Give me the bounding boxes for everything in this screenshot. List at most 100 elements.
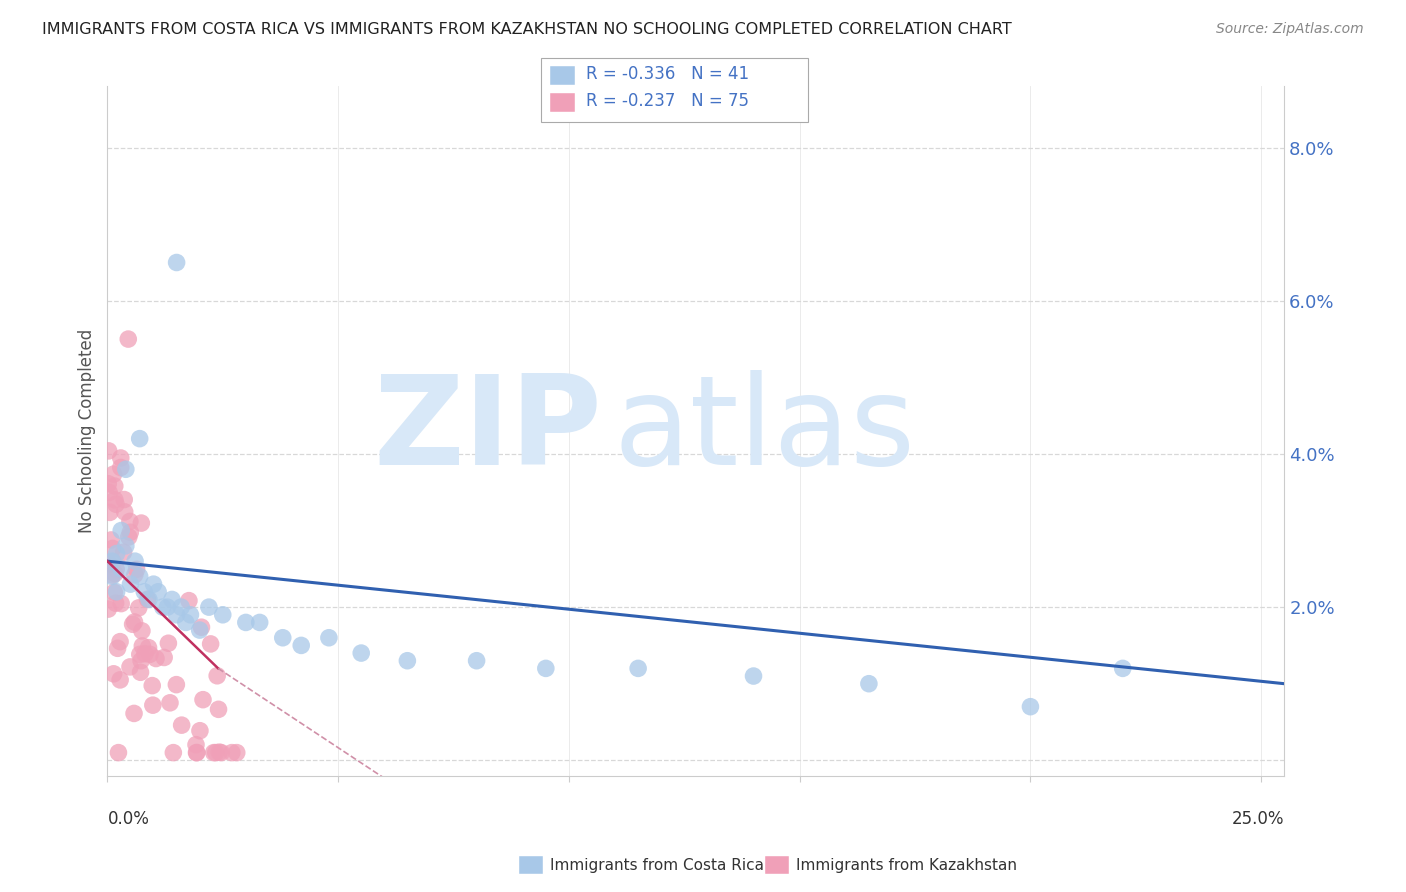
Immigrants from Costa Rica: [318, 631, 340, 645]
Immigrants from Kazakhstan: [110, 597, 132, 611]
Immigrants from Kazakhstan: [188, 723, 211, 738]
Immigrants from Costa Rica: [271, 631, 294, 645]
Immigrants from Kazakhstan: [186, 746, 208, 760]
Immigrants from Costa Rica: [290, 639, 312, 653]
Immigrants from Kazakhstan: [117, 332, 139, 346]
Immigrants from Kazakhstan: [118, 660, 141, 674]
Immigrants from Costa Rica: [858, 676, 880, 690]
Immigrants from Kazakhstan: [97, 443, 120, 458]
Immigrants from Kazakhstan: [112, 545, 135, 559]
Immigrants from Kazakhstan: [134, 647, 156, 661]
Immigrants from Kazakhstan: [184, 738, 207, 752]
Immigrants from Kazakhstan: [98, 557, 121, 571]
Immigrants from Kazakhstan: [107, 746, 129, 760]
Immigrants from Kazakhstan: [190, 620, 212, 634]
Immigrants from Costa Rica: [120, 577, 142, 591]
Immigrants from Kazakhstan: [110, 460, 132, 475]
Immigrants from Costa Rica: [465, 654, 488, 668]
Immigrants from Kazakhstan: [104, 566, 127, 581]
Text: ZIP: ZIP: [373, 370, 602, 491]
Immigrants from Kazakhstan: [104, 497, 127, 511]
Immigrants from Kazakhstan: [202, 746, 225, 760]
Immigrants from Kazakhstan: [205, 669, 228, 683]
Immigrants from Costa Rica: [105, 584, 128, 599]
Immigrants from Kazakhstan: [121, 617, 143, 632]
Immigrants from Kazakhstan: [138, 640, 160, 655]
Immigrants from Costa Rica: [534, 661, 557, 675]
Immigrants from Kazakhstan: [129, 665, 152, 680]
Immigrants from Costa Rica: [174, 615, 197, 630]
Immigrants from Kazakhstan: [225, 746, 247, 760]
Immigrants from Costa Rica: [166, 255, 188, 269]
Immigrants from Kazakhstan: [131, 639, 153, 653]
Text: 25.0%: 25.0%: [1232, 810, 1284, 828]
Immigrants from Kazakhstan: [107, 641, 129, 656]
Immigrants from Costa Rica: [138, 592, 160, 607]
Immigrants from Kazakhstan: [129, 654, 152, 668]
Immigrants from Costa Rica: [235, 615, 257, 630]
Immigrants from Costa Rica: [146, 584, 169, 599]
Immigrants from Kazakhstan: [136, 592, 159, 607]
Immigrants from Kazakhstan: [97, 602, 120, 616]
Immigrants from Kazakhstan: [165, 678, 187, 692]
Immigrants from Costa Rica: [211, 607, 233, 622]
Immigrants from Costa Rica: [142, 577, 165, 591]
Immigrants from Costa Rica: [110, 562, 132, 576]
Text: 0.0%: 0.0%: [107, 810, 149, 828]
Immigrants from Kazakhstan: [103, 467, 125, 482]
Immigrants from Kazakhstan: [118, 515, 141, 529]
Immigrants from Costa Rica: [1019, 699, 1042, 714]
Immigrants from Costa Rica: [124, 554, 146, 568]
Text: R = -0.336   N = 41: R = -0.336 N = 41: [586, 65, 749, 83]
Immigrants from Costa Rica: [128, 569, 150, 583]
Immigrants from Kazakhstan: [142, 698, 165, 713]
Immigrants from Costa Rica: [1112, 661, 1135, 675]
Immigrants from Kazakhstan: [125, 562, 148, 576]
Immigrants from Kazakhstan: [101, 541, 124, 556]
Immigrants from Kazakhstan: [208, 745, 231, 759]
Immigrants from Kazakhstan: [170, 718, 193, 732]
Immigrants from Kazakhstan: [157, 636, 180, 650]
Immigrants from Kazakhstan: [186, 746, 208, 760]
Immigrants from Costa Rica: [249, 615, 271, 630]
Immigrants from Kazakhstan: [103, 585, 125, 599]
Immigrants from Costa Rica: [350, 646, 373, 660]
Immigrants from Kazakhstan: [100, 533, 122, 547]
Immigrants from Kazakhstan: [177, 593, 200, 607]
Immigrants from Kazakhstan: [145, 651, 167, 665]
Immigrants from Costa Rica: [179, 607, 201, 622]
Immigrants from Costa Rica: [166, 607, 188, 622]
Text: Source: ZipAtlas.com: Source: ZipAtlas.com: [1216, 22, 1364, 37]
Immigrants from Kazakhstan: [101, 568, 124, 582]
Immigrants from Kazakhstan: [114, 505, 136, 519]
Immigrants from Kazakhstan: [131, 624, 153, 638]
Immigrants from Kazakhstan: [120, 525, 142, 540]
Immigrants from Costa Rica: [152, 600, 174, 615]
Immigrants from Kazakhstan: [124, 567, 146, 582]
Immigrants from Kazakhstan: [128, 648, 150, 662]
Immigrants from Kazakhstan: [153, 650, 176, 665]
Immigrants from Kazakhstan: [108, 634, 131, 648]
Immigrants from Kazakhstan: [98, 505, 121, 519]
Immigrants from Costa Rica: [115, 539, 138, 553]
Immigrants from Costa Rica: [101, 554, 124, 568]
Y-axis label: No Schooling Completed: No Schooling Completed: [79, 329, 96, 533]
Immigrants from Kazakhstan: [105, 562, 128, 576]
Immigrants from Costa Rica: [170, 600, 193, 615]
Immigrants from Kazakhstan: [204, 746, 226, 760]
Immigrants from Costa Rica: [134, 584, 156, 599]
Immigrants from Kazakhstan: [104, 479, 127, 493]
Text: R = -0.237   N = 75: R = -0.237 N = 75: [586, 92, 749, 110]
Immigrants from Kazakhstan: [97, 476, 120, 491]
Text: atlas: atlas: [613, 370, 915, 491]
Immigrants from Costa Rica: [128, 432, 150, 446]
Immigrants from Kazakhstan: [139, 648, 162, 662]
Text: IMMIGRANTS FROM COSTA RICA VS IMMIGRANTS FROM KAZAKHSTAN NO SCHOOLING COMPLETED : IMMIGRANTS FROM COSTA RICA VS IMMIGRANTS…: [42, 22, 1012, 37]
Immigrants from Kazakhstan: [104, 492, 127, 507]
Immigrants from Kazakhstan: [207, 702, 229, 716]
Immigrants from Kazakhstan: [124, 615, 146, 629]
Immigrants from Kazakhstan: [104, 596, 127, 610]
Immigrants from Kazakhstan: [122, 706, 145, 721]
Immigrants from Kazakhstan: [103, 666, 125, 681]
Immigrants from Kazakhstan: [209, 746, 232, 760]
